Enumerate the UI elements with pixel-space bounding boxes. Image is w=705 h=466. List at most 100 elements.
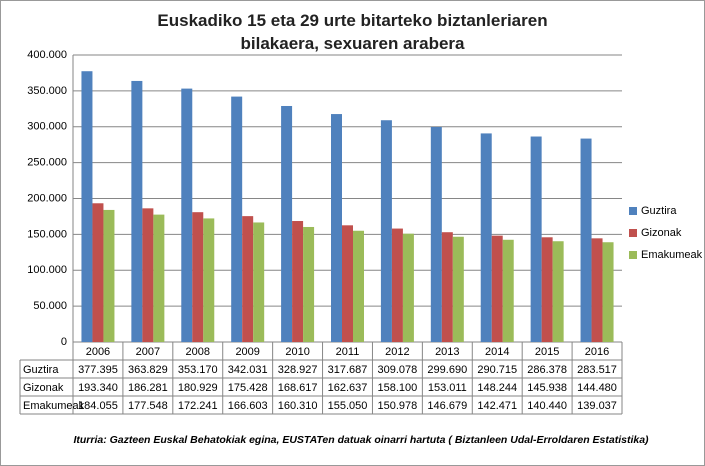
table-cell: 158.100 — [378, 382, 418, 394]
x-tick-label: 2010 — [285, 346, 309, 358]
table-cell: 145.938 — [527, 382, 567, 394]
legend-swatch — [629, 207, 637, 215]
table-cell: 283.517 — [577, 364, 617, 376]
bar — [331, 114, 342, 343]
bar — [402, 233, 414, 342]
y-tick-label: 400.000 — [27, 49, 67, 61]
x-tick-label: 2008 — [186, 346, 210, 358]
table-cell: 342.031 — [228, 364, 268, 376]
bar — [602, 242, 614, 342]
bar — [491, 235, 503, 342]
table-cell: 146.679 — [427, 400, 467, 412]
bar — [391, 228, 403, 342]
x-tick-label: 2013 — [435, 346, 459, 358]
table-cell: 148.244 — [477, 382, 517, 394]
bar — [192, 212, 204, 342]
table-cell: 184.055 — [78, 400, 118, 412]
chart-title: Euskadiko 15 eta 29 urte bitarteko bizta… — [157, 11, 548, 53]
bar — [480, 133, 492, 342]
bar — [81, 71, 93, 342]
table-cell: 144.480 — [577, 382, 617, 394]
legend-label: Gizonak — [641, 227, 682, 239]
table-cell: 139.037 — [577, 400, 617, 412]
chart-title-box: Euskadiko 15 eta 29 urte bitarteko bizta… — [0, 9, 705, 55]
table-cell: 353.170 — [178, 364, 218, 376]
table-cell: 172.241 — [178, 400, 218, 412]
bar — [203, 218, 215, 342]
table-cell: 186.281 — [128, 382, 168, 394]
table-cell: 309.078 — [378, 364, 418, 376]
bar — [292, 221, 304, 342]
legend-label: Emakumeak — [641, 249, 703, 261]
table-cell: 168.617 — [278, 382, 318, 394]
x-tick-label: 2009 — [235, 346, 259, 358]
table-cell: 142.471 — [477, 400, 517, 412]
bar — [452, 236, 464, 342]
table-cell: 177.548 — [128, 400, 168, 412]
x-tick-label: 2015 — [535, 346, 559, 358]
bar — [153, 214, 165, 342]
y-tick-label: 0 — [61, 336, 67, 348]
table-cell: 153.011 — [428, 382, 467, 394]
bar — [181, 88, 193, 342]
legend-label: Guztira — [641, 205, 677, 217]
x-tick-label: 2016 — [585, 346, 609, 358]
y-tick-label: 250.000 — [27, 157, 67, 169]
y-tick-label: 100.000 — [27, 264, 67, 276]
table-cell: 175.428 — [228, 382, 268, 394]
bar — [142, 208, 154, 342]
table-cell: 193.340 — [78, 382, 118, 394]
table-cell: 299.690 — [427, 364, 467, 376]
bar — [441, 232, 453, 342]
bar — [591, 238, 603, 342]
table-cell: 317.687 — [328, 364, 368, 376]
table-cell: 180.929 — [178, 382, 218, 394]
bar — [281, 105, 293, 343]
bar — [380, 120, 392, 342]
legend-swatch — [629, 251, 637, 259]
bar — [502, 239, 514, 342]
table-cell: 166.603 — [228, 400, 268, 412]
source: Iturria: Gazteen Euskal Behatokiak egina… — [73, 434, 649, 446]
bar — [580, 138, 592, 342]
table-cell: 377.395 — [78, 364, 118, 376]
bar — [303, 226, 315, 342]
table-cell: 162.637 — [328, 382, 368, 394]
table-cell: 290.715 — [477, 364, 517, 376]
bar — [342, 225, 353, 342]
x-tick-label: 2014 — [485, 346, 509, 358]
y-tick-label: 200.000 — [27, 192, 67, 204]
table-row-label: Emakumeak — [23, 400, 85, 412]
y-tick-label: 50.000 — [33, 300, 67, 312]
bar — [231, 96, 243, 342]
table-cell: 150.978 — [378, 400, 418, 412]
x-tick-label: 2012 — [385, 346, 409, 358]
table-row-label: Guztira — [23, 364, 59, 376]
bar — [430, 126, 442, 342]
table-cell: 160.310 — [278, 400, 318, 412]
bar — [353, 230, 364, 342]
bar — [92, 203, 104, 342]
y-tick-label: 150.000 — [27, 228, 67, 240]
table-cell: 155.050 — [328, 400, 368, 412]
x-tick-label: 2006 — [86, 346, 110, 358]
bar — [552, 241, 564, 342]
bar — [253, 222, 265, 342]
bar — [530, 136, 542, 342]
table-cell: 363.829 — [128, 364, 168, 376]
bar — [242, 216, 254, 342]
table-cell: 328.927 — [278, 364, 318, 376]
x-tick-label: 2007 — [136, 346, 160, 358]
bar — [541, 237, 553, 342]
table-row-label: Gizonak — [23, 382, 64, 394]
legend-swatch — [629, 229, 637, 237]
bar — [131, 80, 143, 342]
y-tick-label: 300.000 — [27, 121, 67, 133]
table-cell: 286.378 — [527, 364, 567, 376]
x-tick-label: 2011 — [336, 346, 360, 358]
y-tick-label: 350.000 — [27, 85, 67, 97]
table-cell: 140.440 — [527, 400, 567, 412]
bar — [103, 209, 115, 342]
